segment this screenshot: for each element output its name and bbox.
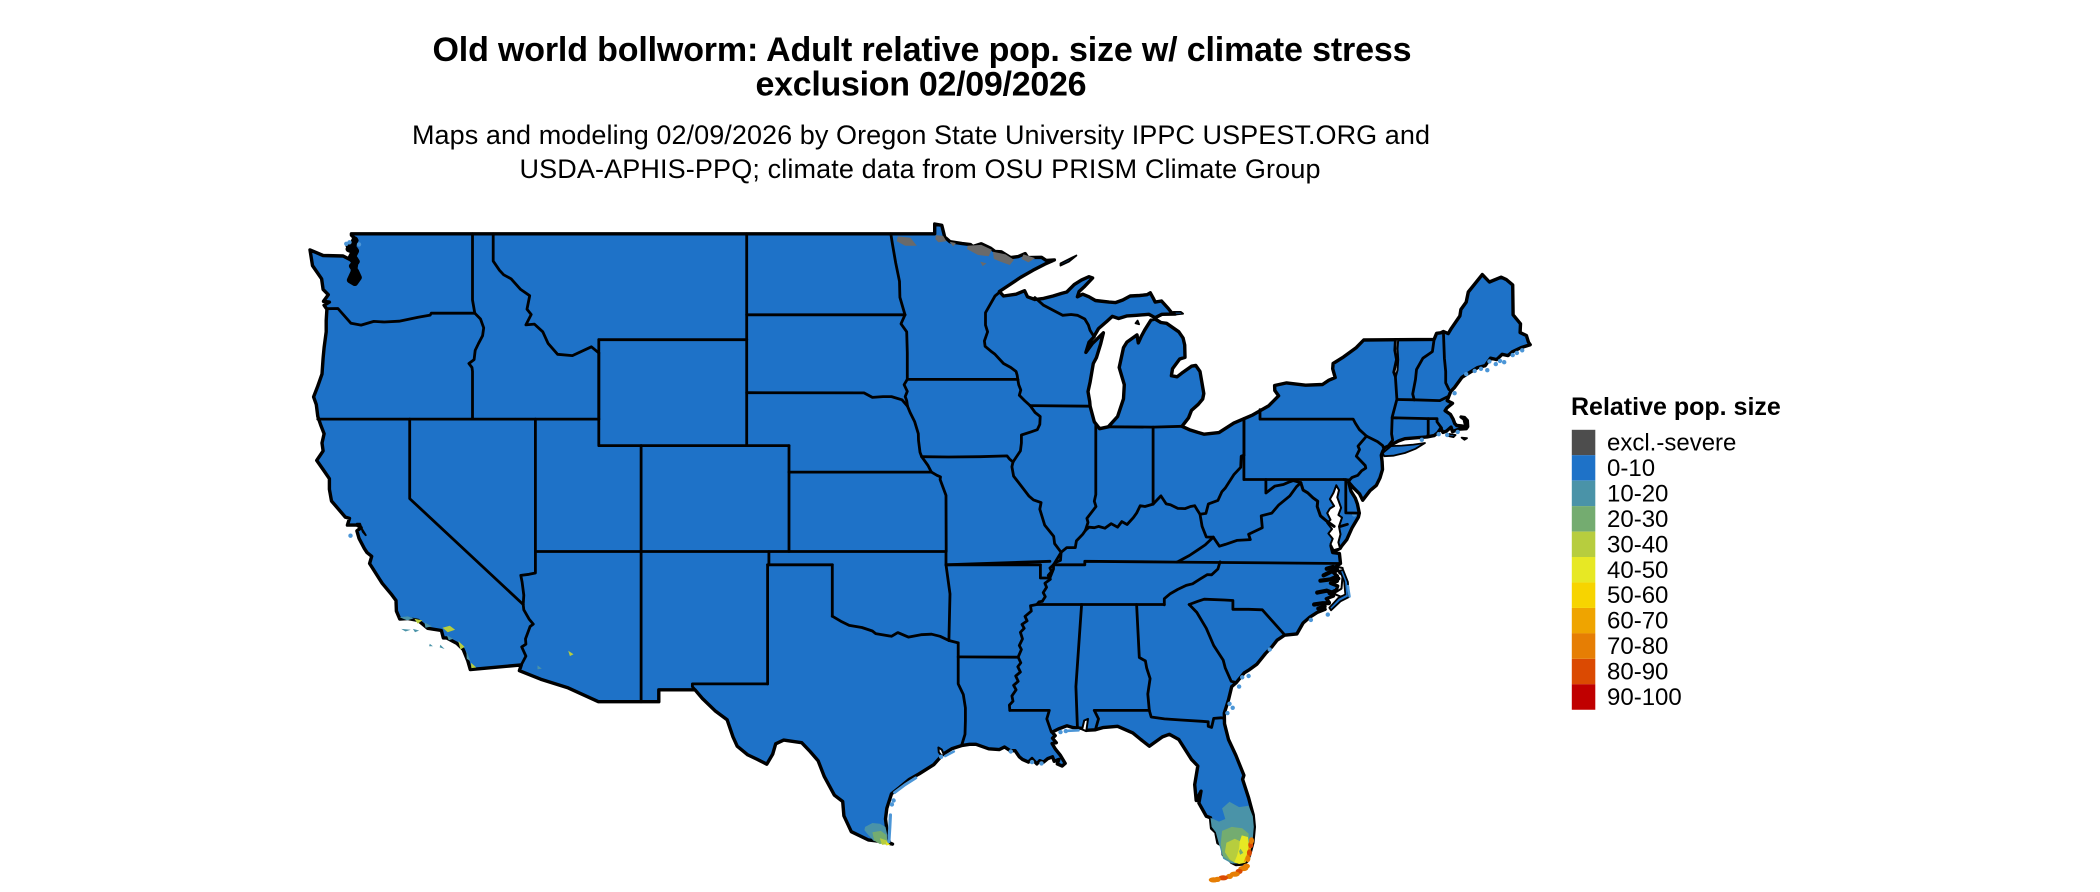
svg-text:80-90: 80-90	[1607, 659, 1668, 686]
svg-text:exclusion 02/09/2026: exclusion 02/09/2026	[756, 66, 1087, 104]
svg-text:Relative pop. size: Relative pop. size	[1571, 393, 1781, 421]
svg-text:Maps and modeling 02/09/2026 b: Maps and modeling 02/09/2026 by Oregon S…	[412, 120, 1430, 150]
svg-text:40-50: 40-50	[1607, 557, 1668, 584]
svg-text:60-70: 60-70	[1607, 608, 1668, 635]
svg-text:30-40: 30-40	[1607, 531, 1668, 558]
svg-text:excl.-severe: excl.-severe	[1607, 430, 1736, 457]
svg-text:10-20: 10-20	[1607, 480, 1668, 507]
svg-text:70-80: 70-80	[1607, 633, 1668, 660]
svg-text:USDA-APHIS-PPQ; climate data f: USDA-APHIS-PPQ; climate data from OSU PR…	[520, 154, 1321, 184]
svg-text:90-100: 90-100	[1607, 684, 1682, 711]
svg-text:20-30: 20-30	[1607, 506, 1668, 533]
svg-text:Old world bollworm: Adult rela: Old world bollworm: Adult relative pop. …	[433, 31, 1412, 69]
svg-text:0-10: 0-10	[1607, 455, 1655, 482]
svg-text:50-60: 50-60	[1607, 582, 1668, 609]
